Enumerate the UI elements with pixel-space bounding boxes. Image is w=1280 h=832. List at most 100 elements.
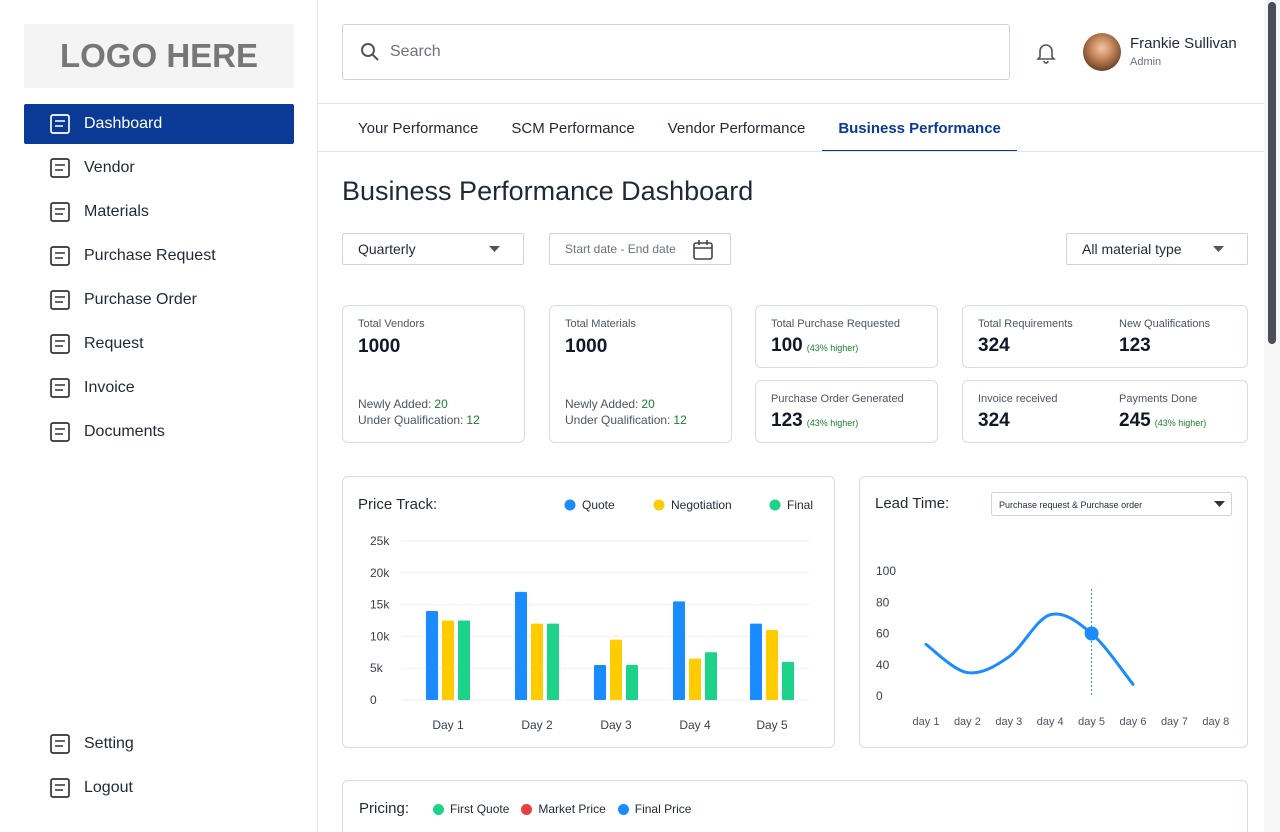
nav-item[interactable]: Purchase Request xyxy=(24,236,294,276)
search-icon xyxy=(361,43,379,61)
sidebar: LOGO HERE Dashboard Vendor Materials Purcha… xyxy=(0,0,318,832)
card-label: Payments Done xyxy=(1119,393,1198,405)
bar xyxy=(594,665,606,700)
card-label: Invoice received xyxy=(978,393,1058,405)
highlight-point xyxy=(1084,626,1099,641)
nav-item[interactable]: Documents xyxy=(24,412,294,452)
card-detail: Under Qualification: 12 xyxy=(565,413,687,427)
nav-icon xyxy=(50,202,70,222)
avatar[interactable] xyxy=(1083,33,1121,71)
y-tick-label: 0 xyxy=(370,693,377,707)
search-box[interactable]: Search xyxy=(342,24,1010,80)
detail-value: 20 xyxy=(434,397,448,411)
card-value: 245 (43% higher) xyxy=(1119,410,1206,432)
bar xyxy=(547,623,559,700)
nav-item[interactable]: Vendor xyxy=(24,148,294,188)
nav-icon xyxy=(50,246,70,266)
detail-value: 12 xyxy=(673,413,687,427)
legend-dot xyxy=(521,803,533,815)
detail-value: 20 xyxy=(641,397,655,411)
nav-label: Vendor xyxy=(84,159,135,176)
nav-item[interactable]: Invoice xyxy=(24,368,294,408)
stat-card: Total Materials 1000 Newly Added: 20 Under Q… xyxy=(549,305,732,443)
search-placeholder: Search xyxy=(390,43,441,60)
nav-item[interactable]: Dashboard xyxy=(24,104,294,144)
logo: LOGO HERE xyxy=(24,24,294,88)
legend-label: Final xyxy=(787,498,813,512)
y-tick-label: 20k xyxy=(370,566,390,580)
detail-value: 12 xyxy=(466,413,480,427)
bar xyxy=(442,620,454,700)
icon-shape xyxy=(50,378,70,398)
tab[interactable]: Vendor Performance xyxy=(667,120,806,137)
bell-icon[interactable] xyxy=(1034,40,1058,64)
card-detail: Newly Added: 20 xyxy=(358,397,448,411)
tab[interactable]: Your Performance xyxy=(358,120,479,137)
scrollbar[interactable] xyxy=(1264,0,1280,832)
nav-item[interactable]: Materials xyxy=(24,192,294,232)
tabs-divider xyxy=(318,151,1264,152)
icon-shape xyxy=(50,290,70,310)
icon-shape xyxy=(50,734,70,754)
legend-label: Final Price xyxy=(634,802,692,816)
period-select[interactable]: Quarterly xyxy=(342,233,524,265)
nav-item[interactable]: Purchase Order xyxy=(24,280,294,320)
bar xyxy=(705,652,717,700)
x-tick-label: day 7 xyxy=(1161,716,1188,728)
lead-time-card: Lead Time: Purchase request & Purchase or… xyxy=(859,476,1248,748)
nav-label: Purchase Request xyxy=(84,247,216,264)
page-title: Business Performance Dashboard xyxy=(342,176,754,206)
y-tick-label: 80 xyxy=(876,595,890,609)
nav-label: Request xyxy=(84,335,144,352)
card-value: 324 xyxy=(978,410,1010,432)
nav-icon xyxy=(50,734,70,754)
legend-label: Quote xyxy=(582,498,615,512)
nav-label: Documents xyxy=(84,423,165,440)
card-label: Total Vendors xyxy=(358,318,425,330)
caret xyxy=(1213,246,1224,252)
card-detail: Newly Added: 20 xyxy=(565,397,655,411)
x-tick-label: day 1 xyxy=(913,716,940,728)
value-number: 324 xyxy=(978,410,1010,431)
y-tick-label: 40 xyxy=(876,658,890,672)
pricing-card: Pricing: First Quote Market Price Final Pr… xyxy=(342,780,1248,832)
dropdown[interactable] xyxy=(991,492,1232,516)
bar xyxy=(515,591,527,700)
nav-item[interactable]: Setting xyxy=(24,724,294,764)
x-tick-label: Day 3 xyxy=(600,718,632,732)
nav-label: Materials xyxy=(84,203,149,220)
legend-dot xyxy=(653,499,665,511)
nav-icon xyxy=(50,422,70,442)
price-track-card: Price Track: Quote Negotiation Final 0 5k 10k 1… xyxy=(342,476,835,748)
x-tick-label: day 2 xyxy=(954,716,981,728)
nav-item[interactable]: Logout xyxy=(24,768,294,808)
stat-card: Total Purchase Requested 100 (43% higher) xyxy=(755,305,938,368)
nav-icon xyxy=(50,114,70,134)
value-number: 123 xyxy=(1119,335,1151,356)
date-select[interactable]: Start date - End date xyxy=(549,233,731,265)
bar xyxy=(750,623,762,700)
legend-dot xyxy=(564,499,576,511)
stat-card: Invoice received 324 Payments Done 245 (43% … xyxy=(962,380,1248,443)
tab[interactable]: SCM Performance xyxy=(511,120,635,137)
line xyxy=(924,612,1135,686)
y-tick-label: 0 xyxy=(876,689,883,703)
chart-title: Lead Time: xyxy=(875,495,949,512)
tab[interactable]: Business Performance xyxy=(822,104,1017,152)
scroll-thumb[interactable] xyxy=(1268,2,1276,344)
x-tick-label: Day 2 xyxy=(521,718,553,732)
calendar-icon xyxy=(693,240,713,260)
icon-shape xyxy=(50,778,70,798)
y-tick-label: 10k xyxy=(370,629,390,643)
legend-item: Market Price xyxy=(521,802,606,816)
card-label: New Qualifications xyxy=(1119,318,1211,330)
stat-card: Total Requirements 324 New Qualifications 1… xyxy=(962,305,1248,368)
value-number: 123 xyxy=(771,410,803,431)
nav-item[interactable]: Request xyxy=(24,324,294,364)
icon-shape xyxy=(50,158,70,178)
material-select[interactable]: All material type xyxy=(1066,233,1248,265)
legend-item: Final Price xyxy=(617,802,692,816)
x-tick-label: day 6 xyxy=(1120,716,1147,728)
icon-shape xyxy=(50,114,70,134)
value-number: 245 xyxy=(1119,410,1151,431)
